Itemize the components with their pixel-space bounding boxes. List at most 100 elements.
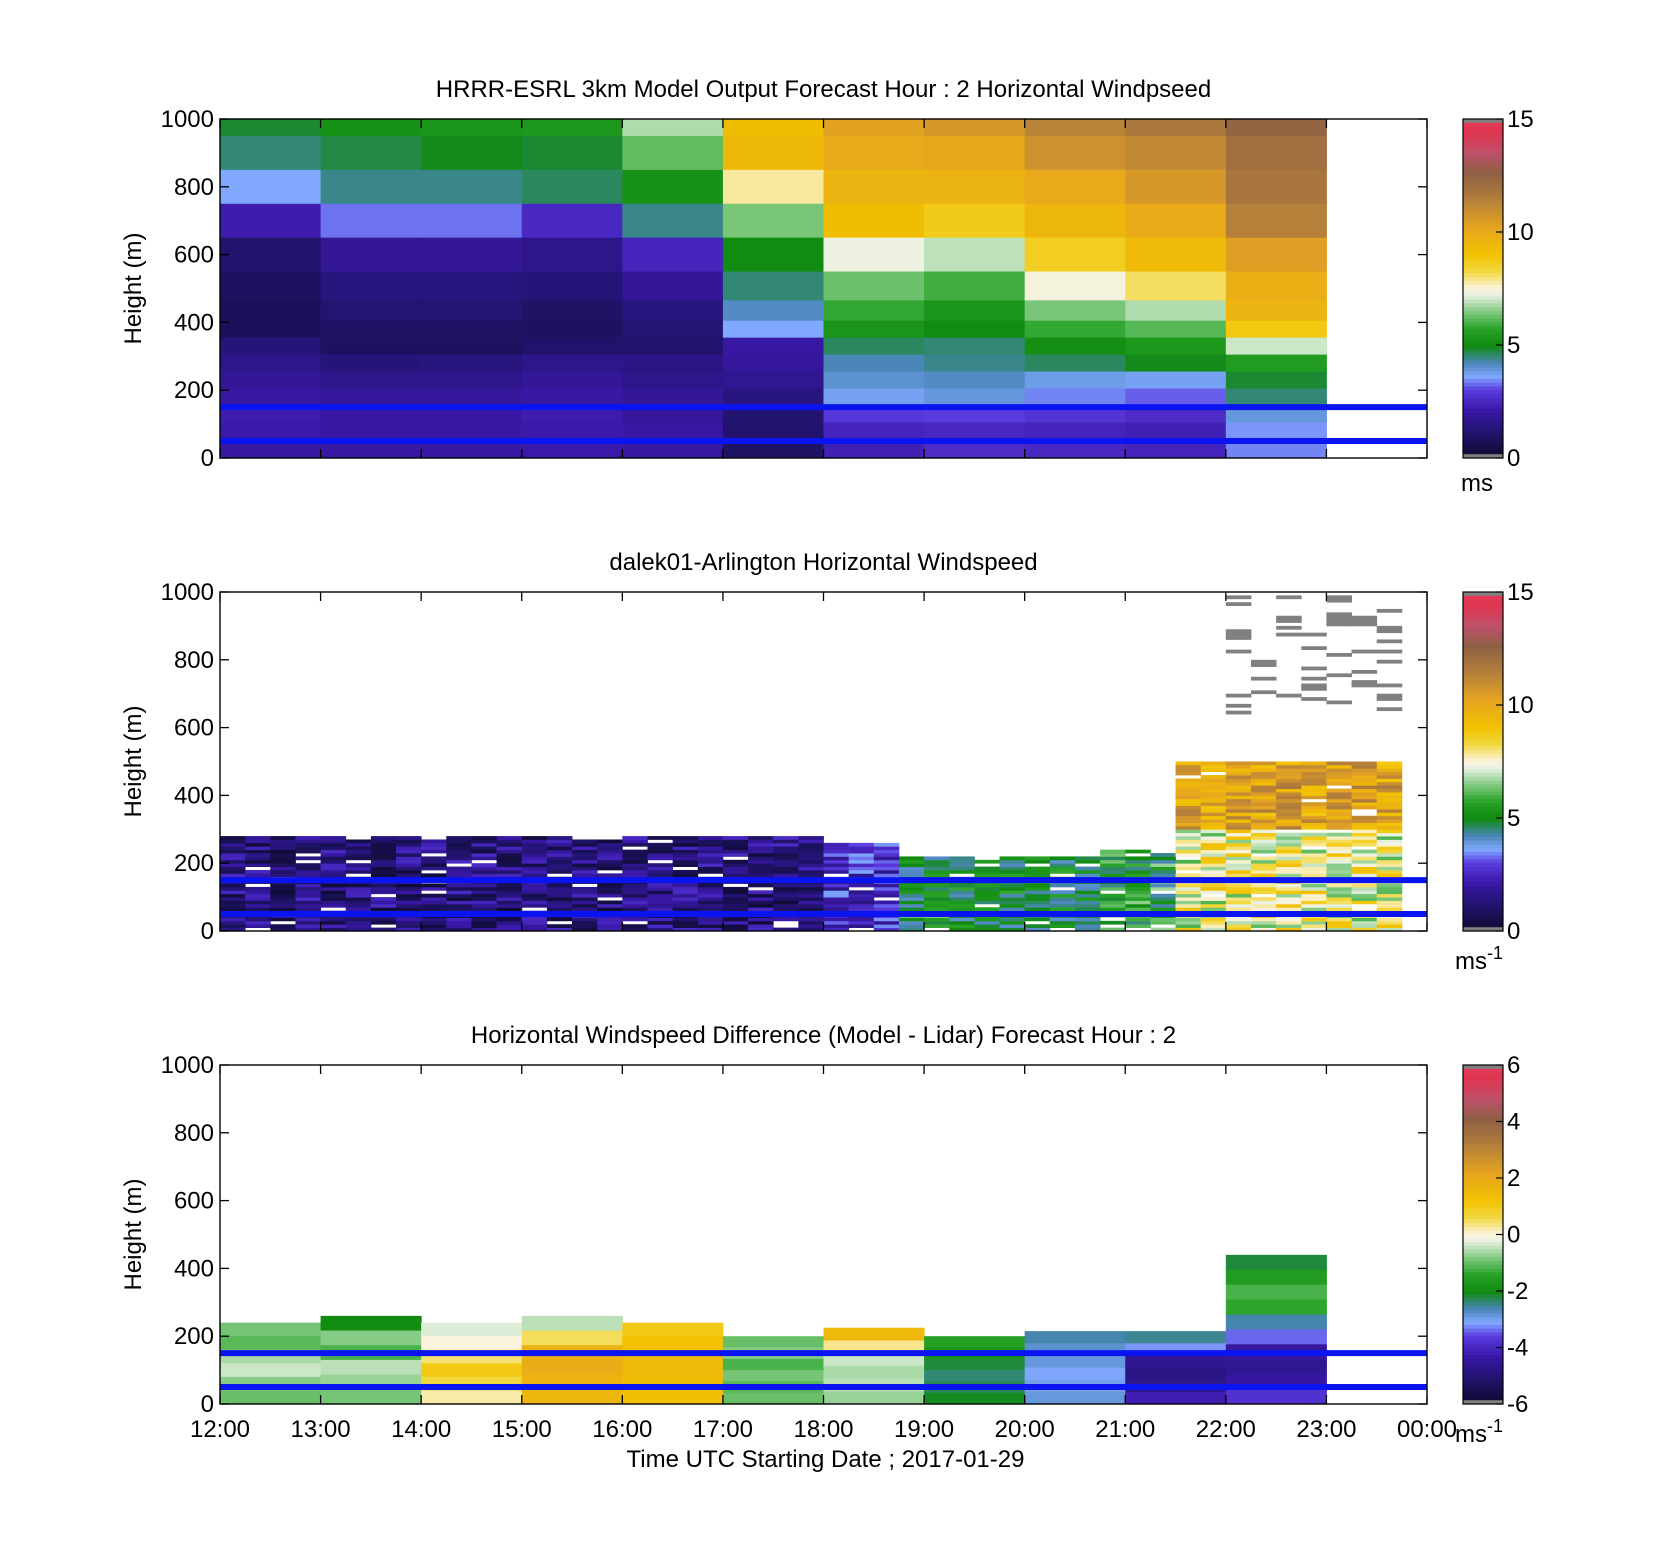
model-cell — [823, 169, 925, 205]
difference-cell — [521, 1359, 623, 1376]
lidar-cell — [1301, 900, 1327, 905]
lidar-cell — [1351, 927, 1378, 932]
lidar-cell — [471, 869, 498, 874]
x-tick-label: 19:00 — [894, 1416, 954, 1443]
lidar-cell — [722, 903, 749, 908]
model-cell — [1024, 300, 1126, 322]
lidar-cell — [295, 886, 321, 891]
lidar-cell — [622, 890, 648, 895]
lidar-cell — [1049, 869, 1076, 874]
lidar-cell — [1376, 781, 1403, 786]
colorbar-swatch — [1463, 130, 1503, 135]
y-axis-label: Height (m) — [120, 705, 147, 817]
colorbar-swatch — [1463, 1144, 1503, 1149]
lidar-cell — [999, 869, 1026, 874]
lidar-cell — [1351, 822, 1378, 827]
lidar-cell — [295, 836, 321, 840]
lidar-cell — [220, 859, 246, 864]
model-cell — [220, 203, 322, 239]
lidar-cell — [1376, 805, 1403, 810]
lidar-cell — [722, 842, 749, 847]
lidar-cell — [597, 900, 623, 905]
lidar-cell — [697, 920, 724, 925]
lidar-cell — [924, 873, 950, 878]
model-cell — [924, 320, 1026, 339]
lidar-cell — [597, 920, 623, 925]
lidar-cell — [1225, 815, 1252, 820]
lidar-cell — [1276, 832, 1302, 837]
lidar-cell — [345, 886, 372, 891]
lidar-cell — [1301, 842, 1327, 847]
lidar-cell — [295, 900, 321, 905]
lidar-cell — [1326, 761, 1352, 766]
lidar-cell — [1250, 775, 1277, 779]
lidar-cell — [647, 836, 674, 840]
lidar-cell — [546, 849, 573, 854]
lidar-cell — [748, 866, 774, 871]
lidar-cell — [898, 883, 925, 888]
lidar-cell — [1276, 595, 1302, 600]
lidar-cell — [1376, 819, 1403, 823]
colorbar-swatch — [1463, 352, 1503, 357]
colorbar-swatch — [1463, 625, 1503, 631]
lidar-cell — [597, 924, 623, 929]
lidar-cell — [1024, 907, 1051, 912]
lidar-cell — [1125, 893, 1151, 898]
y-axis-label: Height (m) — [120, 1178, 147, 1290]
lidar-cell — [345, 883, 372, 888]
lidar-cell — [1326, 798, 1352, 803]
lidar-cell — [1024, 924, 1051, 929]
lidar-cell — [773, 886, 799, 891]
lidar-cell — [697, 893, 724, 898]
lidar-cell — [320, 900, 347, 905]
lidar-cell — [697, 907, 724, 912]
lidar-cell — [345, 856, 372, 861]
lidar-cell — [270, 866, 296, 871]
lidar-cell — [1351, 619, 1378, 623]
lidar-cell — [220, 873, 246, 878]
lidar-cell — [697, 924, 724, 929]
lidar-cell — [1276, 927, 1302, 932]
lidar-cell — [320, 893, 347, 898]
lidar-cell — [1351, 863, 1378, 867]
model-cell — [1125, 237, 1227, 273]
lidar-cell — [295, 869, 321, 874]
lidar-cell — [1250, 768, 1277, 773]
lidar-cell — [848, 846, 875, 851]
difference-cell — [1125, 1331, 1227, 1344]
lidar-cell — [572, 927, 598, 932]
lidar-cell — [647, 907, 674, 912]
lidar-cell — [1301, 866, 1327, 871]
lidar-cell — [1326, 920, 1352, 925]
model-cell — [521, 237, 623, 273]
lidar-cell — [1225, 808, 1252, 813]
colorbar-tick-label: -4 — [1507, 1335, 1528, 1362]
model-cell — [1125, 271, 1227, 301]
lidar-cell — [496, 842, 523, 847]
lidar-cell — [471, 886, 498, 891]
lidar-cell — [748, 873, 774, 878]
lidar-cell — [320, 839, 347, 844]
lidar-cell — [773, 869, 799, 874]
difference-cell — [1125, 1391, 1227, 1405]
lidar-cell — [546, 890, 573, 895]
lidar-cell — [1125, 883, 1151, 888]
lidar-cell — [1301, 920, 1327, 925]
lidar-cell — [496, 856, 523, 861]
lidar-cell — [748, 907, 774, 912]
lidar-cell — [1225, 890, 1252, 895]
model-cell — [1225, 169, 1327, 205]
lidar-cell — [898, 886, 925, 891]
colorbar-tick-label: 0 — [1507, 1222, 1520, 1249]
colorbar-tick-label: 15 — [1507, 106, 1534, 133]
lidar-cell — [697, 853, 724, 857]
colorbar-swatch — [1463, 1174, 1503, 1179]
lidar-cell — [1301, 812, 1327, 817]
y-tick-label: 200 — [174, 1323, 214, 1350]
lidar-cell — [245, 856, 271, 861]
lidar-cell — [546, 924, 573, 929]
lidar-cell — [697, 839, 724, 844]
lidar-cell — [1225, 900, 1252, 905]
lidar-cell — [1150, 853, 1176, 857]
colorbar-swatch — [1463, 697, 1503, 702]
